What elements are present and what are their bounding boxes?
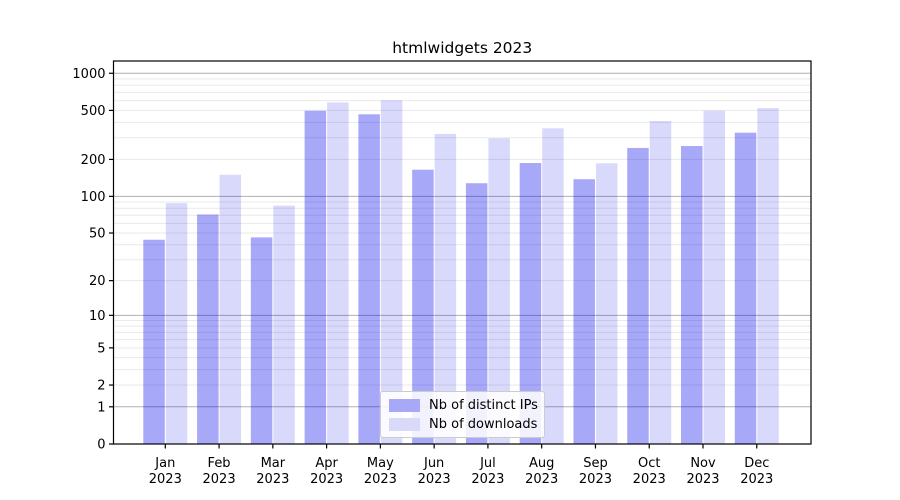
y-axis-tick-label: 5 xyxy=(97,341,105,356)
x-axis-tick-label-year: 2023 xyxy=(633,472,666,487)
y-axis-tick-label: 200 xyxy=(81,153,106,168)
bar-distinct-ips-mar xyxy=(250,237,273,444)
bar-downloads-oct xyxy=(649,121,672,444)
legend-label: Nb of distinct IPs xyxy=(429,397,538,413)
bar-distinct-ips-jan xyxy=(143,239,165,444)
bar-downloads-jul xyxy=(488,138,510,445)
y-axis-tick-label: 10 xyxy=(89,309,106,324)
plot-frame xyxy=(112,60,812,445)
bar-distinct-ips-jul xyxy=(465,183,488,444)
x-axis-tick-label-year: 2023 xyxy=(579,472,612,487)
legend-item-distinct-ips: Nb of distinct IPs xyxy=(389,397,538,413)
y-axis-tick-label: 1000 xyxy=(72,67,105,82)
x-axis-tick-label-month: Feb xyxy=(208,456,231,471)
bar-distinct-ips-nov xyxy=(681,146,703,444)
x-axis-tick-label-month: Aug xyxy=(529,456,554,471)
bar-distinct-ips-sep xyxy=(573,179,595,444)
bar-downloads-jun xyxy=(434,133,457,444)
y-axis-tick-label: 500 xyxy=(81,104,106,119)
legend: Nb of distinct IPs Nb of downloads xyxy=(380,391,545,438)
legend-label: Nb of downloads xyxy=(429,416,538,432)
bar-downloads-mar xyxy=(273,205,295,444)
x-axis-tick-label-year: 2023 xyxy=(686,472,719,487)
x-axis-tick-label-month: Dec xyxy=(744,456,769,471)
bar-distinct-ips-aug xyxy=(519,163,542,445)
x-axis-tick-label-month: Jun xyxy=(423,456,444,471)
y-axis-tick-label: 20 xyxy=(89,274,106,289)
x-axis-tick-label-year: 2023 xyxy=(525,472,558,487)
x-axis-tick-label-year: 2023 xyxy=(471,472,504,487)
y-axis-tick-label: 1 xyxy=(97,400,105,415)
x-axis-tick-label-month: May xyxy=(367,456,394,471)
bar-downloads-apr xyxy=(327,102,349,445)
bar-downloads-dec xyxy=(757,108,779,445)
bar-downloads-may xyxy=(380,100,403,444)
bar-distinct-ips-jun xyxy=(412,169,434,444)
y-axis-tick-label: 50 xyxy=(89,227,106,242)
chart-title: htmlwidgets 2023 xyxy=(392,39,532,57)
x-axis-tick-label-month: Mar xyxy=(261,456,286,471)
bar-distinct-ips-may xyxy=(358,114,380,444)
legend-swatch-downloads xyxy=(389,417,420,431)
y-axis-tick-label: 100 xyxy=(81,190,106,205)
legend-item-downloads: Nb of downloads xyxy=(389,416,538,432)
bar-downloads-aug xyxy=(542,128,564,445)
x-axis-tick-label-year: 2023 xyxy=(149,472,182,487)
x-axis-tick-label-year: 2023 xyxy=(256,472,289,487)
x-axis-tick-label-year: 2023 xyxy=(740,472,773,487)
x-axis-tick-label-month: Nov xyxy=(690,456,716,471)
bar-distinct-ips-feb xyxy=(197,214,219,444)
bar-downloads-feb xyxy=(219,174,242,444)
bar-downloads-jan xyxy=(165,203,188,444)
x-axis-tick-label-month: Apr xyxy=(315,456,338,471)
x-axis-tick-label-month: Jan xyxy=(154,456,175,471)
x-axis-tick-label-month: Sep xyxy=(583,456,608,471)
x-axis-tick-label-year: 2023 xyxy=(203,472,236,487)
legend-swatch-distinct-ips xyxy=(389,398,420,412)
bar-distinct-ips-oct xyxy=(627,147,649,444)
x-axis-tick-label-month: Jul xyxy=(479,456,496,471)
x-axis-tick-label-year: 2023 xyxy=(364,472,397,487)
y-axis-tick-label: 0 xyxy=(97,438,105,453)
bar-downloads-sep xyxy=(595,163,618,444)
y-axis-tick-label: 2 xyxy=(97,379,105,394)
bar-distinct-ips-apr xyxy=(304,110,327,444)
x-axis-tick-label-year: 2023 xyxy=(418,472,451,487)
bar-distinct-ips-dec xyxy=(734,132,757,444)
bar-downloads-nov xyxy=(703,110,725,444)
x-axis-tick-label-month: Oct xyxy=(638,456,660,471)
x-axis-tick-label-year: 2023 xyxy=(310,472,343,487)
